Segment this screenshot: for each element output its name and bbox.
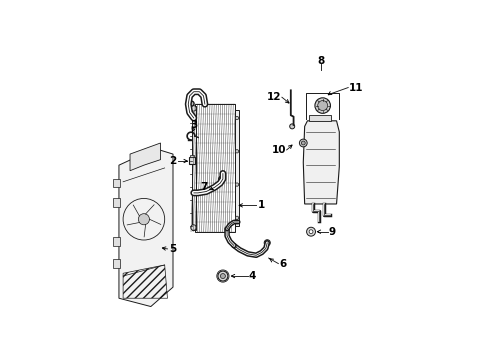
Circle shape bbox=[190, 105, 196, 111]
Bar bbox=[113, 237, 120, 246]
Circle shape bbox=[306, 227, 315, 236]
Circle shape bbox=[301, 141, 305, 145]
Circle shape bbox=[299, 139, 306, 147]
Bar bbox=[195, 104, 235, 232]
Text: 8: 8 bbox=[317, 56, 324, 66]
Text: 4: 4 bbox=[248, 271, 256, 281]
Circle shape bbox=[235, 216, 238, 220]
Text: 11: 11 bbox=[348, 82, 363, 93]
Circle shape bbox=[218, 271, 227, 281]
Circle shape bbox=[289, 124, 294, 129]
Bar bbox=[113, 179, 120, 187]
Text: 10: 10 bbox=[271, 145, 285, 155]
Circle shape bbox=[138, 214, 149, 225]
Circle shape bbox=[235, 116, 238, 120]
Circle shape bbox=[235, 183, 238, 186]
Polygon shape bbox=[119, 149, 173, 306]
Circle shape bbox=[189, 101, 194, 106]
Circle shape bbox=[264, 240, 270, 246]
Circle shape bbox=[317, 100, 327, 111]
Circle shape bbox=[190, 225, 196, 230]
Bar bbox=[189, 155, 193, 157]
Circle shape bbox=[308, 230, 312, 234]
Text: 5: 5 bbox=[168, 244, 176, 254]
Polygon shape bbox=[303, 121, 339, 204]
Circle shape bbox=[218, 176, 224, 182]
Polygon shape bbox=[130, 143, 160, 171]
Text: 7: 7 bbox=[200, 183, 207, 192]
Text: 1: 1 bbox=[257, 201, 264, 210]
Circle shape bbox=[235, 150, 238, 153]
Bar bbox=[308, 115, 330, 121]
Text: 6: 6 bbox=[279, 258, 286, 269]
Bar bbox=[188, 157, 195, 164]
Bar bbox=[113, 198, 120, 207]
Bar bbox=[113, 260, 120, 268]
Bar bbox=[234, 110, 239, 226]
Text: 12: 12 bbox=[266, 92, 281, 102]
Text: 3: 3 bbox=[190, 120, 197, 130]
Text: 2: 2 bbox=[169, 156, 176, 166]
Circle shape bbox=[220, 274, 225, 279]
Text: 9: 9 bbox=[327, 227, 335, 237]
Bar bbox=[191, 105, 195, 230]
Circle shape bbox=[314, 98, 330, 113]
